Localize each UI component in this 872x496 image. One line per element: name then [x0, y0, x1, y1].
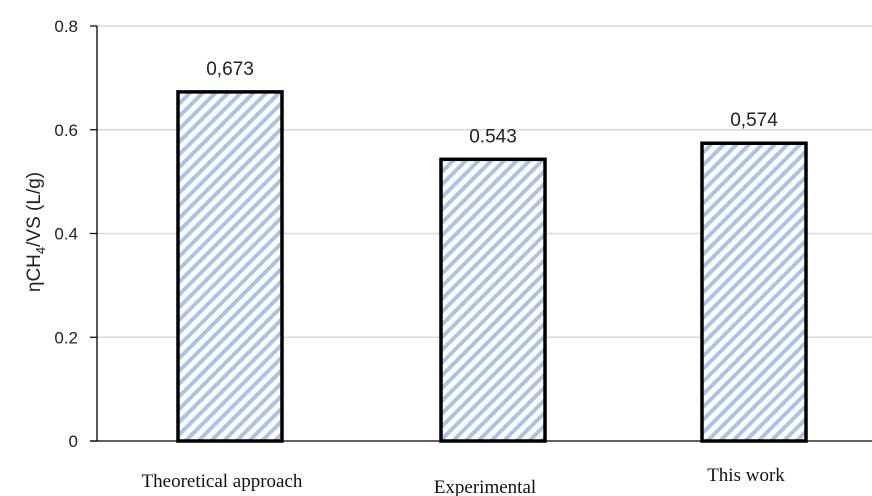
- y-tick-label: 0: [69, 432, 78, 451]
- y-tick-label: 0.6: [54, 121, 78, 140]
- category-label: Theoretical approach: [142, 471, 303, 492]
- category-label: Experimental: [434, 477, 536, 496]
- y-tick-label: 0.8: [54, 17, 78, 36]
- bar: [439, 157, 547, 443]
- data-label: 0,574: [730, 110, 778, 131]
- data-label: 0,673: [206, 59, 254, 80]
- y-tick-label: 0.2: [54, 328, 78, 347]
- category-label: This work: [707, 465, 785, 486]
- y-axis-title: ηCH4/VS (L/g): [24, 172, 48, 292]
- y-tick-label: 0.4: [54, 225, 78, 244]
- y-tick-labels: 0 0.2 0.4 0.6 0.8: [54, 17, 78, 451]
- category-labels: Theoretical approach Experimental This wor…: [142, 465, 786, 496]
- data-label: 0.543: [469, 126, 517, 147]
- data-labels: 0,673 0.543 0,574: [206, 59, 778, 147]
- bar: [176, 90, 284, 443]
- axes: [90, 25, 872, 442]
- bar: [700, 141, 808, 443]
